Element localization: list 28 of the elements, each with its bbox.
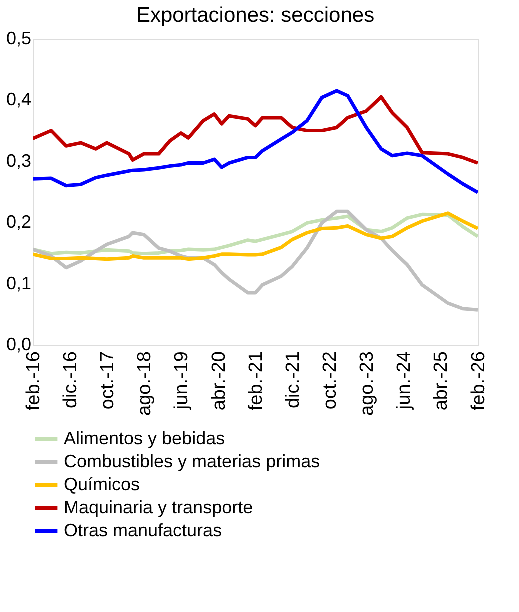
legend-label: Combustibles y materias primas — [64, 452, 320, 472]
legend-label: Químicos — [64, 474, 140, 494]
legend-label: Maquinaria y transporte — [64, 498, 254, 518]
y-tick-label: 0,1 — [6, 273, 32, 294]
y-tick-label: 0,2 — [6, 212, 32, 232]
legend-label: Alimentos y bebidas — [64, 428, 226, 448]
x-tick-label: dic.-21 — [282, 352, 304, 409]
x-tick-label: oct.-22 — [320, 352, 342, 410]
x-tick-label: feb.-26 — [468, 352, 490, 411]
x-tick-label: feb.-16 — [24, 352, 44, 411]
chart-title: Exportaciones: secciones — [136, 4, 375, 27]
y-tick-label: 0,0 — [6, 334, 32, 354]
legend-label: Otras manufacturas — [64, 520, 222, 540]
x-tick-label: jun.-19 — [172, 352, 193, 411]
y-tick-label: 0,4 — [6, 90, 32, 110]
x-tick-label: abr.-20 — [208, 352, 230, 411]
y-tick-label: 0,5 — [6, 28, 32, 48]
x-tick-label: jun.-24 — [394, 351, 416, 411]
x-tick-label: oct.-17 — [98, 352, 119, 410]
line-series — [33, 95, 478, 165]
line-series — [33, 210, 478, 312]
x-tick-label: ago.-18 — [134, 352, 156, 416]
x-tick-label: abr.-25 — [431, 352, 452, 411]
line-series — [33, 89, 478, 194]
x-tick-label: feb.-21 — [246, 352, 268, 411]
x-tick-label: ago.-23 — [357, 352, 378, 416]
x-tick-label: dic.-16 — [60, 352, 82, 409]
y-tick-label: 0,3 — [6, 150, 32, 171]
